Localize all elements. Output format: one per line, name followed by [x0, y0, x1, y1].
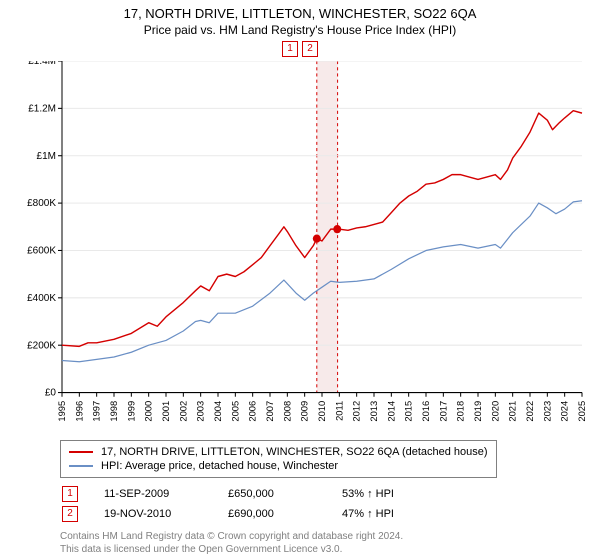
sale-hpi-delta: 47% ↑ HPI	[342, 508, 394, 520]
svg-text:£1.2M: £1.2M	[28, 103, 56, 114]
sale-marker-box: 1	[282, 41, 298, 57]
x-tick-label: 2025	[577, 401, 587, 422]
x-tick-label: 2003	[196, 401, 206, 422]
sales-table: 1 11-SEP-2009 £650,000 53% ↑ HPI 2 19-NOV-201…	[60, 484, 590, 524]
x-tick-label: 2010	[317, 401, 327, 422]
x-tick-label: 2014	[386, 401, 396, 422]
legend-swatch	[69, 465, 93, 467]
sale-row: 2 19-NOV-2010 £690,000 47% ↑ HPI	[60, 504, 590, 524]
x-tick-label: 2017	[438, 401, 448, 422]
x-tick-label: 1998	[109, 401, 119, 422]
sale-marker-box: 2	[302, 41, 318, 57]
legend-row: 17, NORTH DRIVE, LITTLETON, WINCHESTER, …	[69, 445, 488, 459]
sale-date: 11-SEP-2009	[104, 488, 204, 500]
chart-titles: 17, NORTH DRIVE, LITTLETON, WINCHESTER, …	[10, 6, 590, 37]
x-tick-label: 2005	[230, 401, 240, 422]
legend-label: HPI: Average price, detached house, Winc…	[101, 460, 338, 472]
x-tick-label: 2021	[508, 401, 518, 422]
x-tick-label: 2023	[542, 401, 552, 422]
title-address: 17, NORTH DRIVE, LITTLETON, WINCHESTER, …	[10, 6, 590, 21]
x-tick-label: 2001	[161, 401, 171, 422]
svg-text:£800K: £800K	[27, 198, 56, 209]
sale-row: 1 11-SEP-2009 £650,000 53% ↑ HPI	[60, 484, 590, 504]
title-subtitle: Price paid vs. HM Land Registry's House …	[10, 23, 590, 37]
x-tick-label: 2024	[560, 401, 570, 422]
sale-marker-box: 2	[62, 506, 78, 522]
svg-text:£1M: £1M	[37, 151, 56, 162]
sale-price: £690,000	[228, 508, 318, 520]
sale-hpi-delta: 53% ↑ HPI	[342, 488, 394, 500]
x-tick-label: 2000	[144, 401, 154, 422]
x-tick-label: 2004	[213, 401, 223, 422]
series-legend: 17, NORTH DRIVE, LITTLETON, WINCHESTER, …	[60, 440, 497, 478]
top-marker-legend: 12	[10, 41, 590, 57]
svg-text:£0: £0	[45, 388, 56, 399]
svg-text:£1.4M: £1.4M	[28, 61, 56, 67]
legend-swatch	[69, 451, 93, 453]
sale-marker-box: 1	[62, 486, 78, 502]
x-tick-label: 2016	[421, 401, 431, 422]
x-tick-label: 2015	[404, 401, 414, 422]
svg-text:£400K: £400K	[27, 293, 56, 304]
legend-row: HPI: Average price, detached house, Winc…	[69, 459, 488, 473]
x-tick-label: 2007	[265, 401, 275, 422]
footer-line-1: Contains HM Land Registry data © Crown c…	[60, 530, 590, 543]
x-tick-label: 2018	[456, 401, 466, 422]
x-tick-label: 2008	[282, 401, 292, 422]
x-tick-label: 2002	[178, 401, 188, 422]
x-tick-label: 2019	[473, 401, 483, 422]
x-tick-label: 1996	[74, 401, 84, 422]
x-tick-label: 1995	[57, 401, 67, 422]
x-tick-label: 2020	[490, 401, 500, 422]
sale-point	[333, 225, 341, 233]
svg-text:£600K: £600K	[27, 245, 56, 256]
footer-line-2: This data is licensed under the Open Gov…	[60, 543, 590, 556]
x-tick-label: 2013	[369, 401, 379, 422]
x-tick-label: 1997	[92, 401, 102, 422]
x-tick-label: 2012	[352, 401, 362, 422]
chart-plot-area: £0 £200K £400K £600K £800K £1M £1.2M £1.4M 1995 1…	[10, 61, 590, 434]
sale-point	[313, 234, 321, 242]
legend-label: 17, NORTH DRIVE, LITTLETON, WINCHESTER, …	[101, 446, 488, 458]
x-tick-label: 1999	[126, 401, 136, 422]
sale-price: £650,000	[228, 488, 318, 500]
footer-attribution: Contains HM Land Registry data © Crown c…	[60, 530, 590, 556]
x-tick-label: 2009	[300, 401, 310, 422]
x-tick-label: 2011	[334, 401, 344, 421]
x-tick-label: 2006	[248, 401, 258, 422]
svg-text:£200K: £200K	[27, 340, 56, 351]
sale-date: 19-NOV-2010	[104, 508, 204, 520]
x-tick-label: 2022	[525, 401, 535, 422]
